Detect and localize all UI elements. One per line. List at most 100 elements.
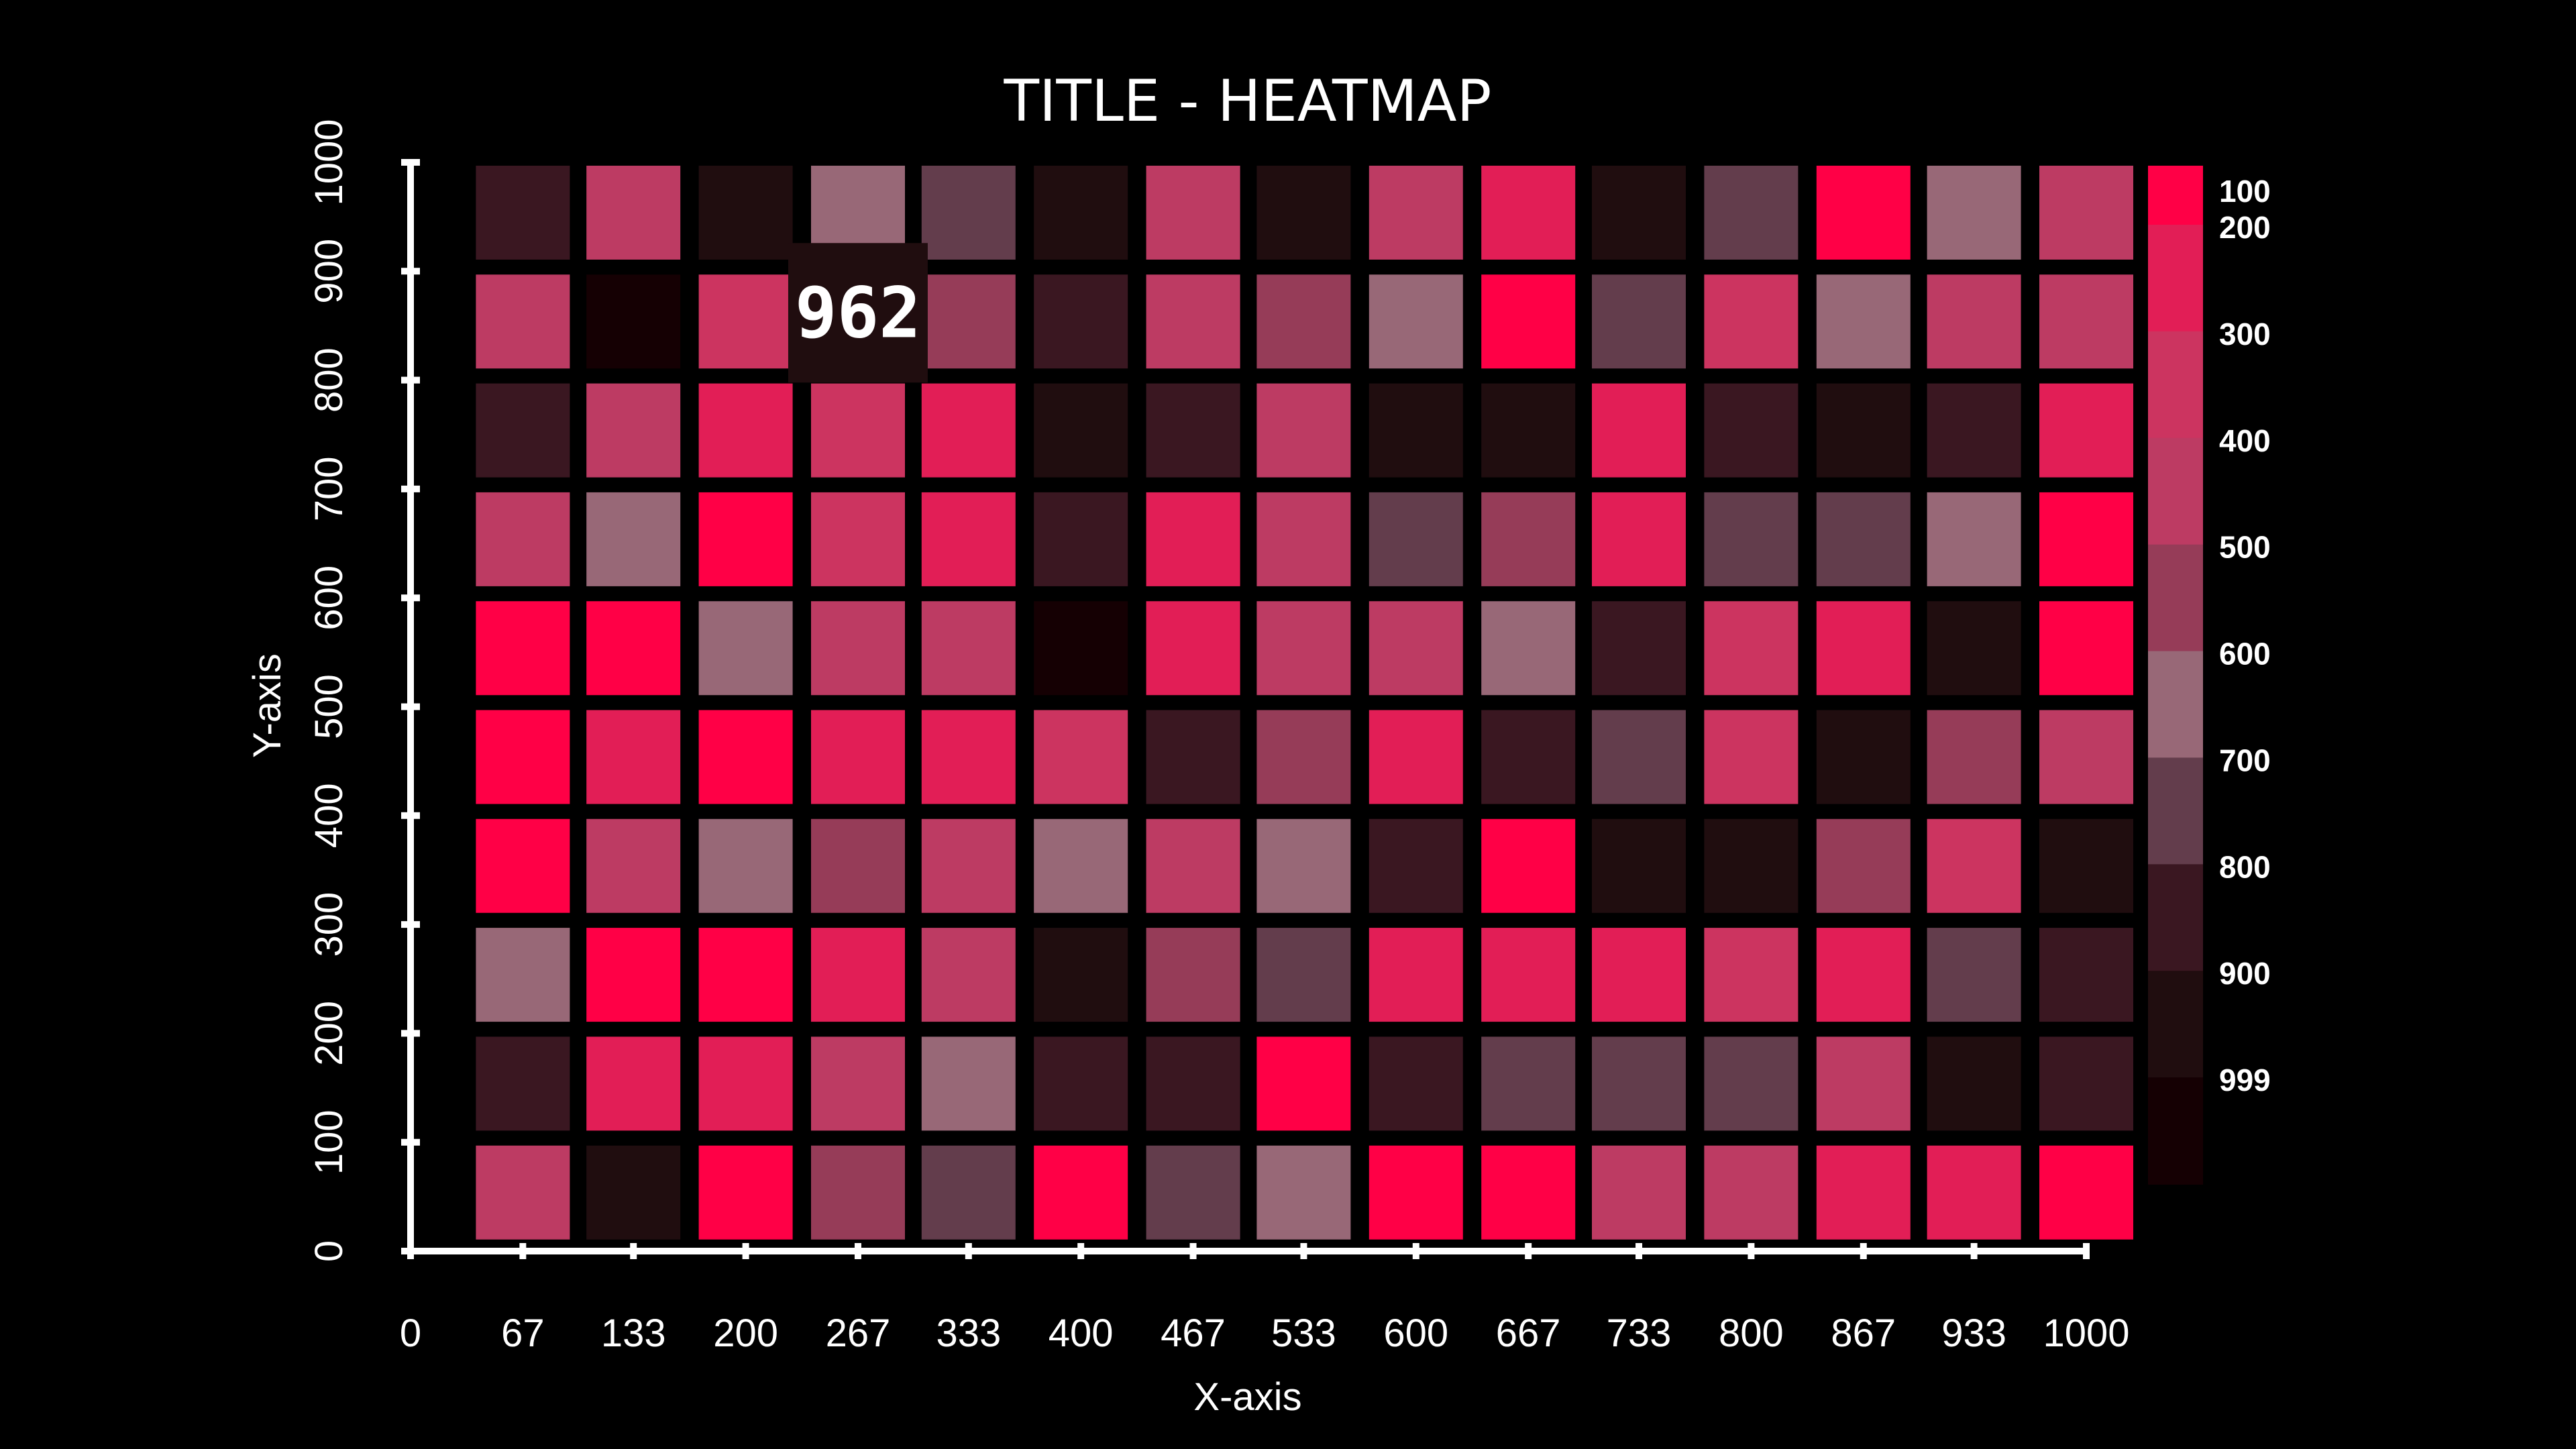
heatmap-cell <box>1927 492 2021 586</box>
legend-label: 100 <box>2219 174 2271 209</box>
legend-label: 600 <box>2219 637 2271 672</box>
y-tick-labels: 0 100 200 300 400 500 600 700 800 900 1000 <box>307 119 351 1262</box>
heatmap-cell <box>1146 928 1240 1022</box>
heatmap-cell <box>2039 1036 2133 1131</box>
heatmap-cell <box>811 818 905 913</box>
heatmap-cell <box>1368 710 1463 804</box>
heatmap-cell <box>921 492 1016 586</box>
legend-label: 400 <box>2219 423 2271 458</box>
legend-label: 300 <box>2219 317 2271 352</box>
heatmap-cell <box>1592 383 1686 478</box>
heatmap-cell <box>1704 166 1799 260</box>
heatmap-cell <box>1034 1145 1128 1240</box>
x-tick-label: 533 <box>1271 1311 1336 1355</box>
heatmap-cell <box>1816 166 1911 260</box>
heatmap-cell <box>921 383 1016 478</box>
heatmap-cell <box>2039 1145 2133 1240</box>
heatmap-cell <box>1816 383 1911 478</box>
heatmap-cell <box>1704 710 1799 804</box>
heatmap-cell <box>1816 928 1911 1022</box>
heatmap-cell <box>476 492 570 586</box>
heatmap-cell <box>1034 492 1128 586</box>
heatmap-cell <box>1368 818 1463 913</box>
tooltip-value: 962 <box>795 272 921 354</box>
y-tick-label: 200 <box>307 1001 351 1066</box>
heatmap-cell <box>1256 928 1351 1022</box>
legend-swatch <box>2148 651 2203 759</box>
heatmap-cell <box>2039 928 2133 1022</box>
legend-swatch <box>2148 757 2203 865</box>
x-tick-label: 600 <box>1383 1311 1448 1355</box>
x-tick-label: 0 <box>400 1311 421 1355</box>
legend-swatch <box>2148 225 2203 332</box>
heatmap-cell <box>1256 1036 1351 1131</box>
x-tick-labels: 0 67 133 200 267 333 400 467 533 600 667 733 800 867 9… <box>400 1311 2130 1355</box>
heatmap-cell <box>1704 1036 1799 1131</box>
heatmap-cell <box>921 166 1016 260</box>
heatmap-cell <box>2039 601 2133 696</box>
heatmap-cell <box>1481 383 1576 478</box>
heatmap-cell <box>586 383 681 478</box>
heatmap-cell <box>1368 274 1463 369</box>
heatmap-cell <box>1146 383 1240 478</box>
heatmap-cell <box>1927 383 2021 478</box>
x-tick-label: 67 <box>501 1311 545 1355</box>
heatmap-cell <box>1704 274 1799 369</box>
legend-label: 200 <box>2219 210 2271 245</box>
heatmap-cell <box>1368 601 1463 696</box>
heatmap-cell <box>1481 274 1576 369</box>
heatmap-cell <box>586 166 681 260</box>
heatmap-cell <box>1592 1145 1686 1240</box>
heatmap-cell <box>1034 166 1128 260</box>
heatmap-cell <box>921 1145 1016 1240</box>
heatmap-cell <box>476 1036 570 1131</box>
heatmap-cell <box>1256 818 1351 913</box>
heatmap-cell <box>586 492 681 586</box>
heatmap-cell <box>811 1036 905 1131</box>
legend-swatch <box>2148 166 2203 225</box>
heatmap-cell <box>1034 928 1128 1022</box>
heatmap-cell <box>2039 818 2133 913</box>
heatmap-cell <box>1146 1036 1240 1131</box>
heatmap-cell <box>586 274 681 369</box>
y-axis-label: Y-axis <box>246 653 289 758</box>
heatmap-cell <box>1146 274 1240 369</box>
heatmap-cell <box>698 710 793 804</box>
heatmap-cell <box>811 928 905 1022</box>
heatmap-cell <box>1256 710 1351 804</box>
x-tick-label: 1000 <box>2043 1311 2129 1355</box>
heatmap-cell <box>1927 1145 2021 1240</box>
heatmap-cell <box>698 274 793 369</box>
heatmap-cell <box>1927 928 2021 1022</box>
axes <box>401 159 2090 1259</box>
heatmap-cell <box>1146 1145 1240 1240</box>
heatmap-cell <box>586 1145 681 1240</box>
heatmap-cell <box>1034 601 1128 696</box>
heatmap-cell <box>1704 928 1799 1022</box>
x-tick-label: 267 <box>826 1311 891 1355</box>
heatmap-cell <box>1481 492 1576 586</box>
y-tick-label: 600 <box>307 566 351 631</box>
heatmap-cell <box>1256 274 1351 369</box>
heatmap-cell <box>1034 818 1128 913</box>
y-tick-label: 700 <box>307 457 351 522</box>
heatmap-cell <box>1592 710 1686 804</box>
heatmap-cell <box>698 492 793 586</box>
legend-label: 800 <box>2219 849 2271 884</box>
y-tick-label: 900 <box>307 239 351 304</box>
heatmap-cell <box>1256 1145 1351 1240</box>
heatmap-cell <box>1816 492 1911 586</box>
heatmap-cell <box>1592 818 1686 913</box>
x-tick-label: 400 <box>1049 1311 1114 1355</box>
heatmap-cell <box>1368 928 1463 1022</box>
x-tick-label: 200 <box>713 1311 778 1355</box>
heatmap-cell <box>698 383 793 478</box>
heatmap-cell <box>698 818 793 913</box>
heatmap-cell <box>1704 601 1799 696</box>
heatmap-cell <box>1368 492 1463 586</box>
heatmap-cell <box>811 1145 905 1240</box>
legend-label: 999 <box>2219 1063 2271 1097</box>
x-tick-label: 467 <box>1161 1311 1226 1355</box>
